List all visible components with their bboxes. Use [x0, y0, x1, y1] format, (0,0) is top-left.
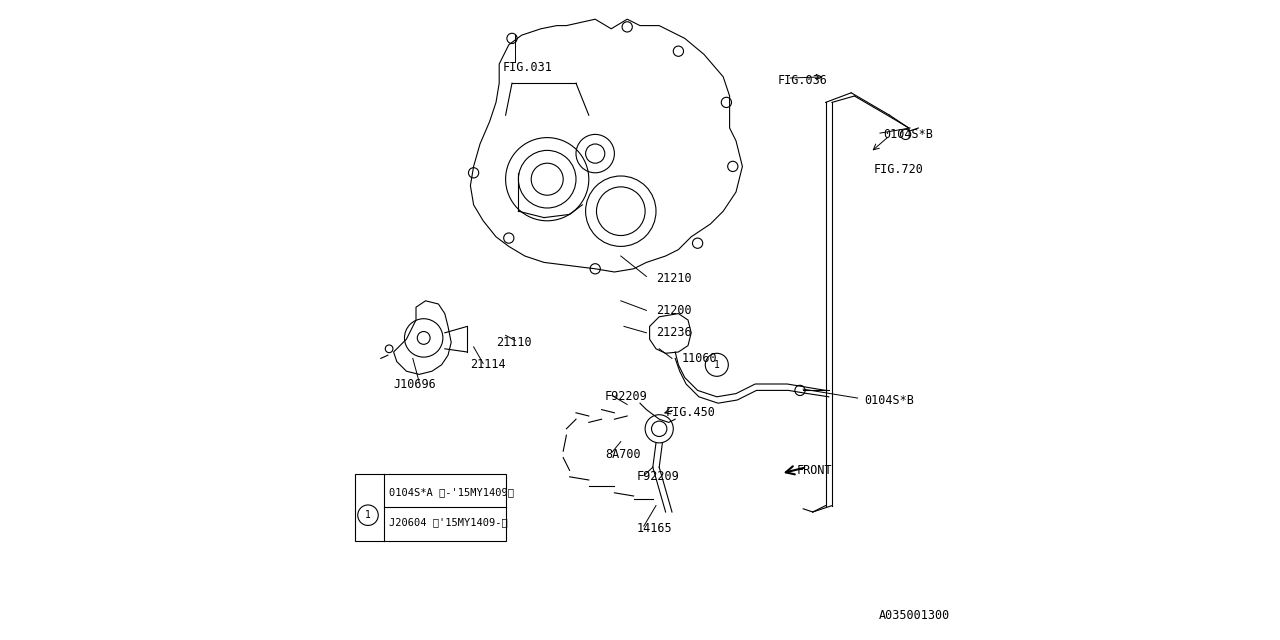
Text: 0104S*B: 0104S*B [864, 394, 914, 406]
Text: 21210: 21210 [657, 272, 691, 285]
Text: A035001300: A035001300 [879, 609, 950, 622]
Text: F92209: F92209 [637, 470, 680, 483]
Text: 1: 1 [714, 360, 719, 370]
Text: J10696: J10696 [394, 378, 436, 390]
Text: FIG.036: FIG.036 [777, 74, 827, 86]
Text: 0104S*A （-'15MY1409）: 0104S*A （-'15MY1409） [389, 488, 515, 497]
Text: 21200: 21200 [657, 304, 691, 317]
Text: FIG.720: FIG.720 [874, 163, 923, 176]
Text: 21236: 21236 [657, 326, 691, 339]
Bar [356, 474, 506, 541]
Text: FIG.031: FIG.031 [502, 61, 552, 74]
Text: 0104S*B: 0104S*B [883, 128, 933, 141]
Text: F92209: F92209 [604, 390, 648, 403]
Text: 8A700: 8A700 [604, 448, 640, 461]
Text: J20604 （'15MY1409-）: J20604 （'15MY1409-） [389, 517, 508, 527]
Text: 1: 1 [365, 510, 371, 520]
Text: 21110: 21110 [497, 336, 531, 349]
Text: 14165: 14165 [637, 522, 672, 534]
Text: FIG.450: FIG.450 [666, 406, 716, 419]
Text: 11060: 11060 [681, 352, 717, 365]
Text: FRONT: FRONT [796, 464, 832, 477]
Text: 21114: 21114 [471, 358, 506, 371]
